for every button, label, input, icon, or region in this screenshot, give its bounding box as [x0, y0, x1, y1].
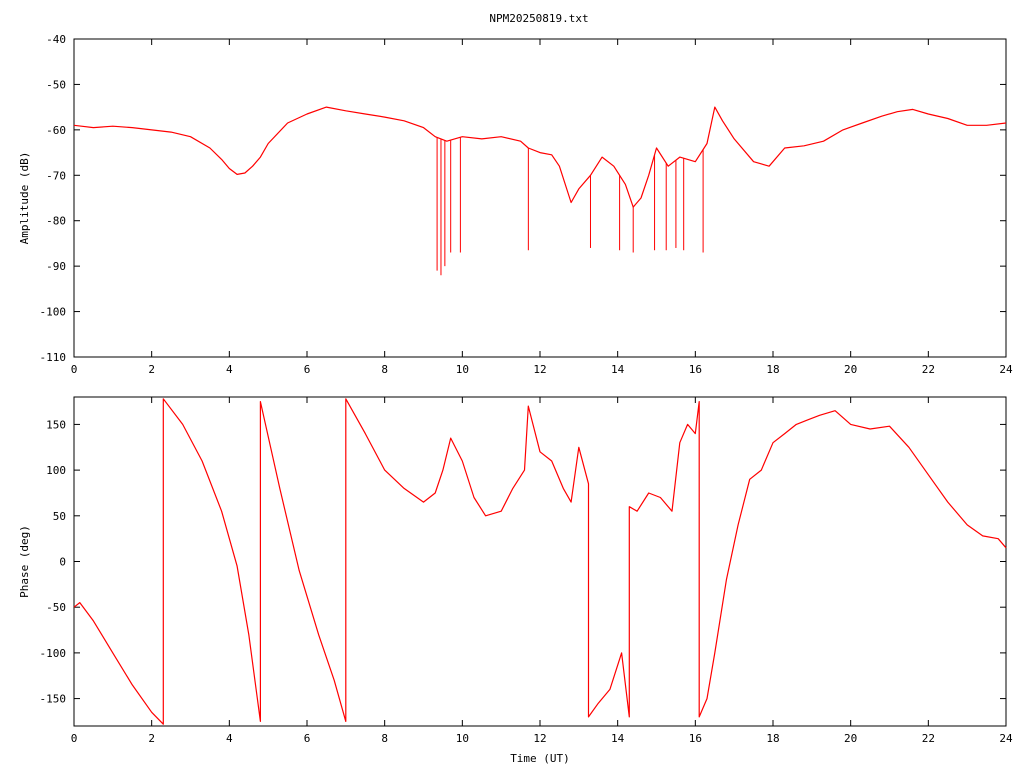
amplitude-y-tick-label: -60	[46, 124, 66, 137]
amplitude-x-tick-label: 20	[844, 363, 857, 376]
phase-y-tick-label: 150	[46, 418, 66, 431]
amplitude-x-tick-label: 24	[999, 363, 1013, 376]
amplitude-x-tick-label: 18	[766, 363, 779, 376]
amplitude-y-tick-label: -100	[40, 306, 67, 319]
phase-x-tick-label: 14	[611, 732, 625, 745]
amplitude-axes: 0 2 4 6 8 10 12 14 16 18 20 22 24-40-50-60-70-80-90-…	[40, 33, 1013, 376]
phase-y-tick-label: 100	[46, 464, 66, 477]
amplitude-x-tick-label: 12	[533, 363, 546, 376]
phase-y-tick-label: -50	[46, 601, 66, 614]
amplitude-y-tick-label: -50	[46, 78, 66, 91]
amplitude-y-tick-label: -110	[40, 351, 67, 364]
phase-x-tick-label: 8	[381, 732, 388, 745]
amplitude-y-tick-label: -40	[46, 33, 66, 46]
amplitude-x-tick-label: 8	[381, 363, 388, 376]
amplitude-y-tick-label: -90	[46, 260, 66, 273]
phase-x-tick-label: 4	[226, 732, 233, 745]
time-x-axis-label: Time (UT)	[510, 752, 570, 765]
phase-x-tick-label: 6	[304, 732, 311, 745]
amplitude-trace	[73, 106, 1007, 276]
amplitude-series-line	[73, 106, 1007, 208]
phase-x-tick-label: 24	[999, 732, 1013, 745]
phase-axes: 0 2 4 6 8 10 12 14 16 18 20 22 24150100500-50-100-15…	[40, 397, 1013, 745]
amplitude-y-tick-label: -70	[46, 169, 66, 182]
amplitude-x-tick-label: 6	[304, 363, 311, 376]
phase-x-tick-label: 12	[533, 732, 546, 745]
phase-x-tick-label: 20	[844, 732, 857, 745]
phase-x-tick-label: 22	[922, 732, 935, 745]
chart-title: NPM20250819.txt	[489, 12, 588, 25]
phase-panel: 0 2 4 6 8 10 12 14 16 18 20 22 24150100500-50-100-15…	[18, 396, 1013, 765]
phase-x-tick-label: 0	[71, 732, 78, 745]
amplitude-x-tick-label: 14	[611, 363, 625, 376]
amplitude-x-tick-label: 0	[71, 363, 78, 376]
amplitude-x-tick-label: 2	[148, 363, 155, 376]
phase-y-tick-label: -100	[40, 647, 67, 660]
amplitude-y-tick-label: -80	[46, 215, 66, 228]
phase-y-axis-label: Phase (deg)	[18, 525, 31, 598]
phase-x-tick-label: 10	[456, 732, 469, 745]
phase-x-tick-label: 16	[689, 732, 702, 745]
amplitude-y-axis-label: Amplitude (dB)	[18, 152, 31, 245]
amplitude-panel: 0 2 4 6 8 10 12 14 16 18 20 22 24-40-50-60-70-80-90-…	[18, 33, 1013, 376]
phase-y-tick-label: 50	[53, 510, 66, 523]
phase-y-tick-label: -150	[40, 693, 67, 706]
phase-series-line	[73, 398, 1007, 725]
amplitude-x-tick-label: 16	[689, 363, 702, 376]
phase-x-tick-label: 2	[148, 732, 155, 745]
phase-y-tick-label: 0	[59, 556, 66, 569]
phase-trace	[73, 398, 1007, 725]
amplitude-x-tick-label: 4	[226, 363, 233, 376]
phase-x-tick-label: 18	[766, 732, 779, 745]
amplitude-x-tick-label: 22	[922, 363, 935, 376]
amplitude-x-tick-label: 10	[456, 363, 469, 376]
